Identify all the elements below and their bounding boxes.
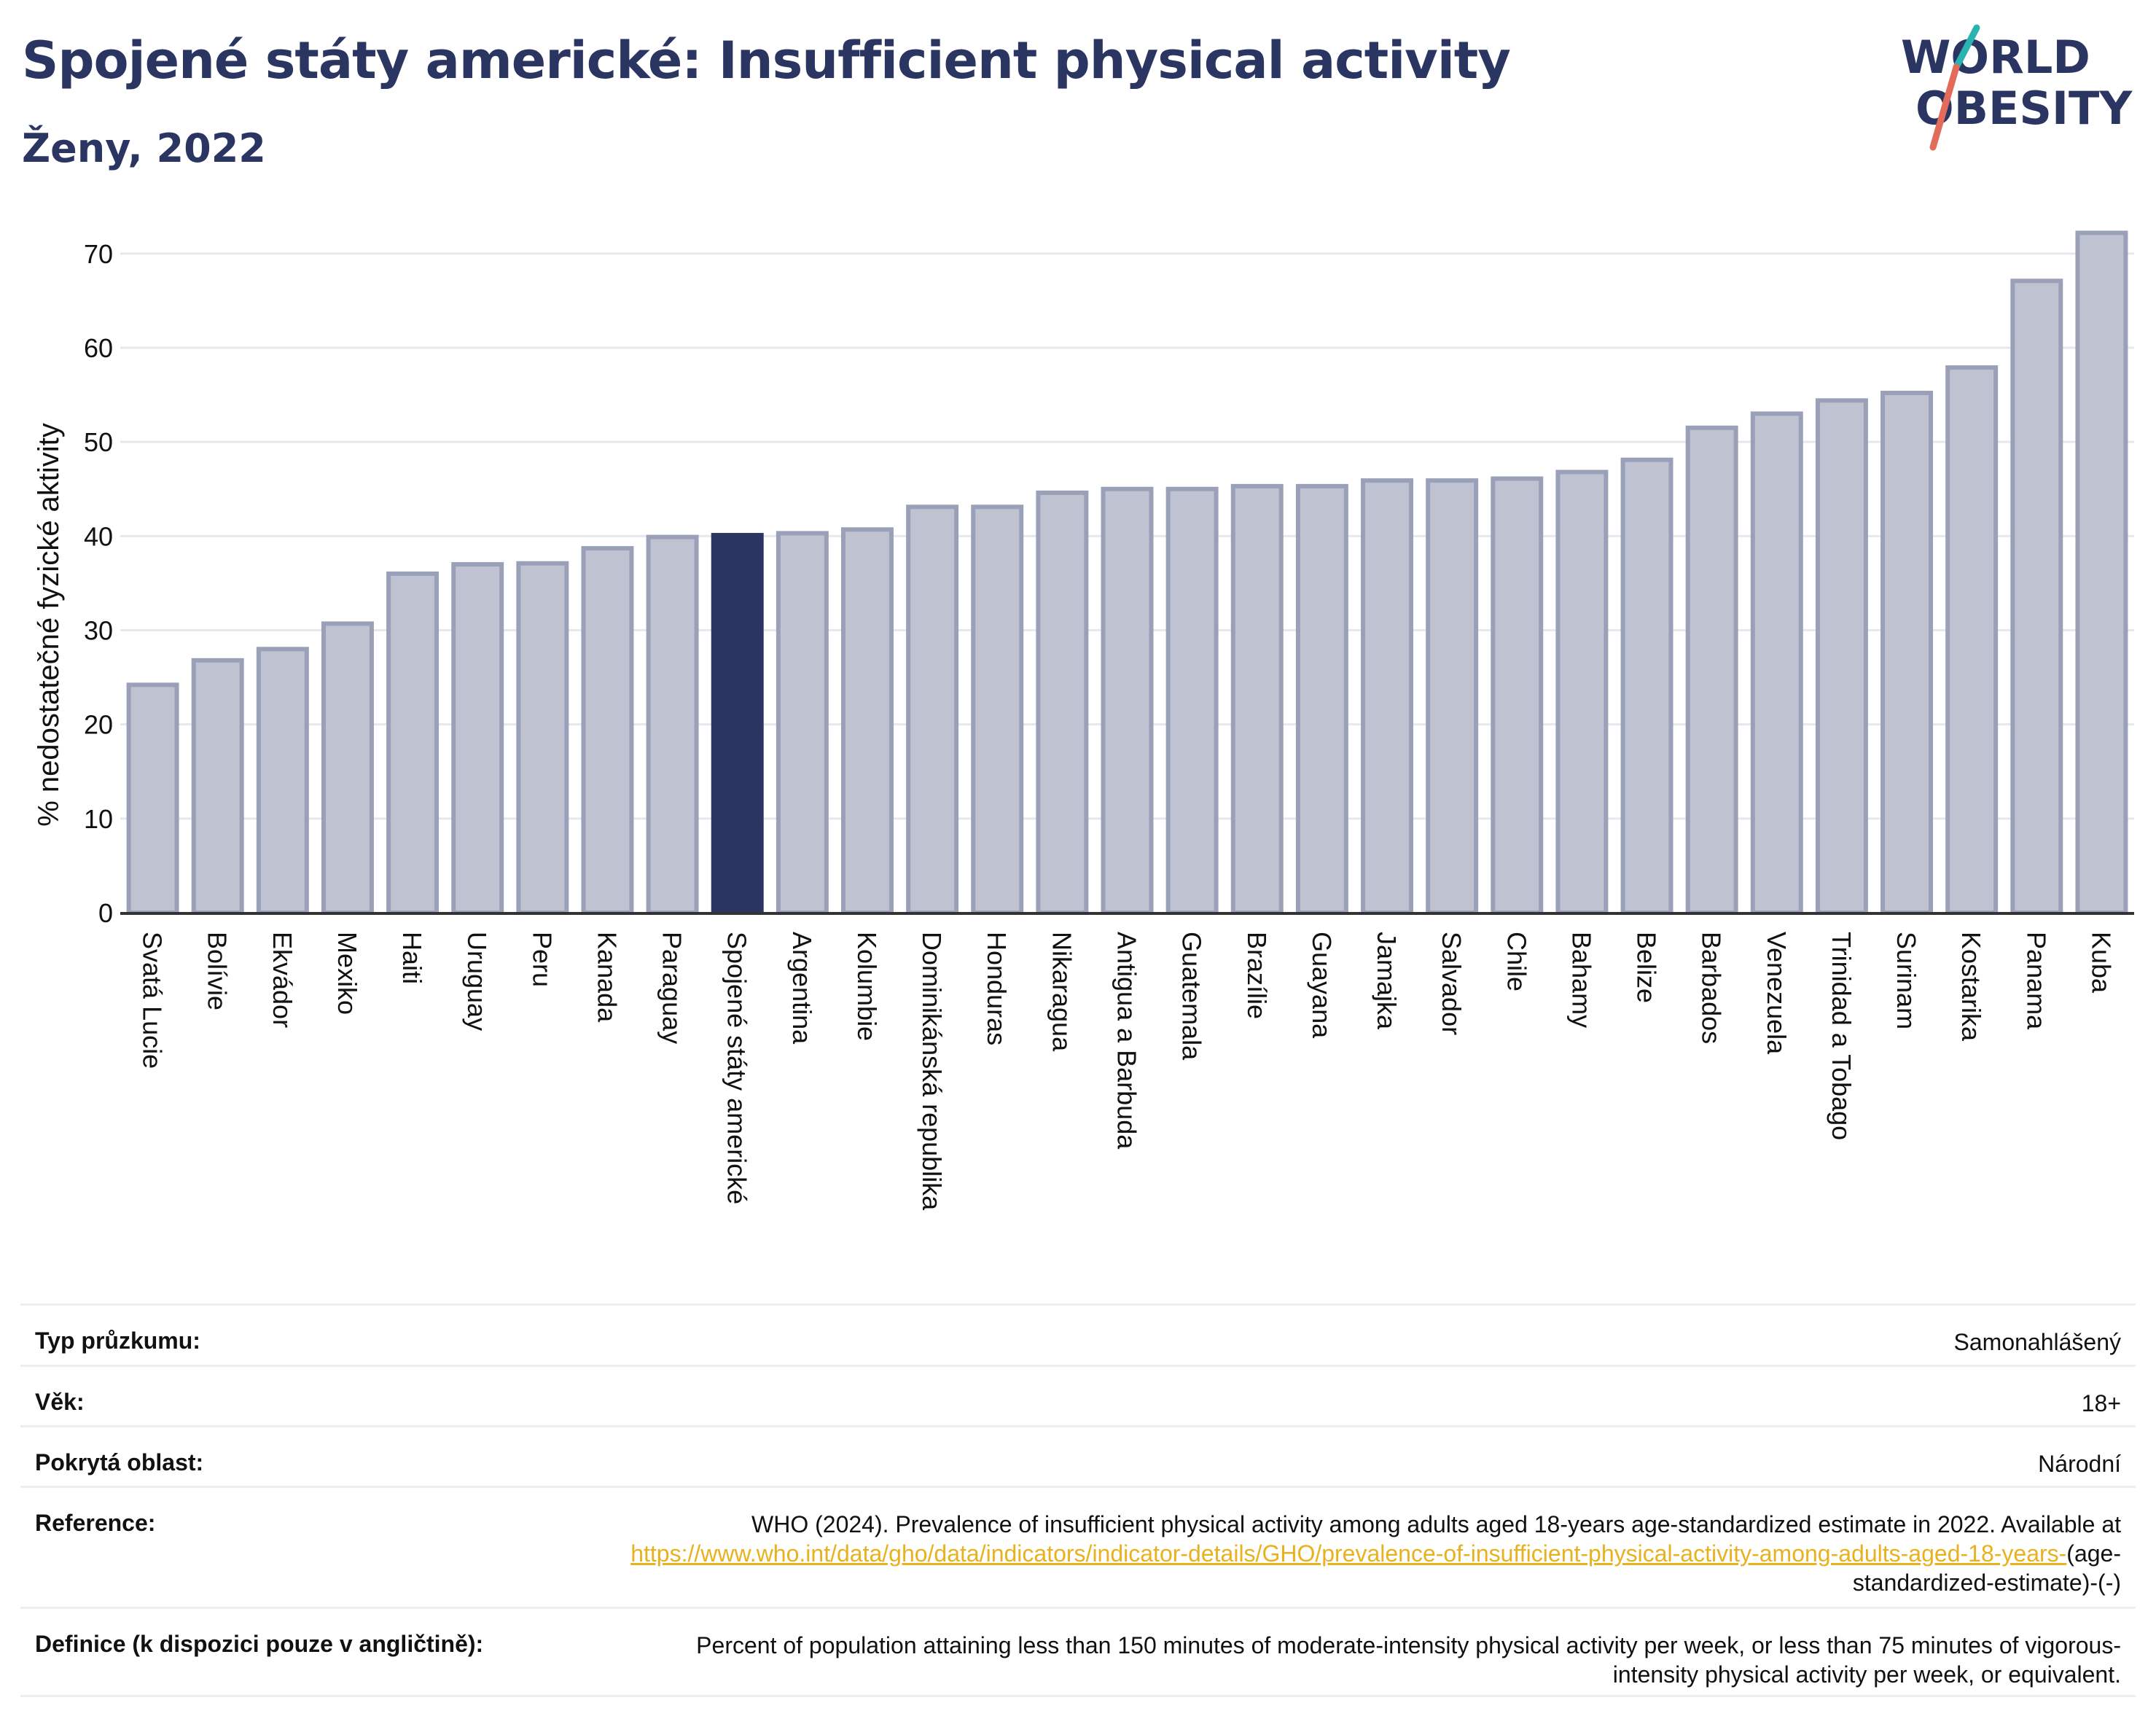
reference-label: Reference: bbox=[35, 1510, 156, 1536]
age-value: 18+ bbox=[2081, 1390, 2121, 1416]
bar bbox=[1101, 486, 1154, 915]
x-tick-label: Kanada bbox=[592, 932, 622, 1023]
reference-text-after: (age-standardized-estimate)-(-) bbox=[1852, 1540, 2121, 1596]
bar bbox=[776, 531, 829, 915]
age-label: Věk: bbox=[35, 1389, 85, 1415]
x-tick-label: Kolumbie bbox=[852, 932, 882, 1041]
bar bbox=[1880, 391, 1934, 915]
y-tick-label: 10 bbox=[84, 804, 113, 834]
bar-chart: 0 10 20 30 40 50 60 70 % nedostatečné fyzické ak… bbox=[33, 230, 2134, 1211]
bar bbox=[1165, 486, 1219, 915]
bar bbox=[516, 561, 569, 916]
x-tick-label: Uruguay bbox=[462, 932, 492, 1031]
x-tick-label: Venezuela bbox=[1762, 932, 1792, 1055]
page-title: Spojené státy americké: Insufficient phy… bbox=[22, 31, 1511, 90]
reference-value: WHO (2024). Prevalence of insufficient p… bbox=[554, 1510, 2121, 1597]
y-tick-label: 50 bbox=[84, 427, 113, 457]
x-tick-label: Kostarika bbox=[1956, 932, 1986, 1042]
y-tick-label: 70 bbox=[84, 239, 113, 269]
x-tick-label: Brazílie bbox=[1242, 932, 1272, 1019]
bar bbox=[841, 527, 894, 915]
reference-link[interactable]: https://www.who.int/data/gho/data/indica… bbox=[630, 1540, 2067, 1567]
x-tick-label: Nikaragua bbox=[1047, 932, 1077, 1052]
world-obesity-logo: WORLD OBESITY bbox=[1901, 24, 2133, 151]
definition-value: Percent of population attaining less tha… bbox=[696, 1632, 2121, 1688]
x-tick-label: Argentina bbox=[787, 932, 817, 1045]
survey-type-label: Typ průzkumu: bbox=[35, 1327, 200, 1354]
bar bbox=[971, 504, 1024, 915]
logo-slash-red bbox=[1929, 63, 1960, 151]
coverage-label: Pokrytá oblast: bbox=[35, 1449, 204, 1475]
y-tick-label: 0 bbox=[98, 898, 113, 928]
x-tick-label: Peru bbox=[527, 932, 557, 987]
meta-row-survey-type: Typ průzkumu: Samonahlášený bbox=[20, 1303, 2136, 1365]
x-tick-label: Spojené státy americké bbox=[722, 932, 752, 1204]
x-tick-label: Antigua a Barbuda bbox=[1112, 932, 1142, 1150]
coverage-value: Národní bbox=[2038, 1451, 2121, 1477]
x-tick-label: Kuba bbox=[2086, 932, 2116, 994]
x-tick-label: Barbados bbox=[1697, 932, 1727, 1044]
bar bbox=[1815, 398, 1868, 915]
page-subtitle: Ženy, 2022 bbox=[22, 125, 266, 171]
bar bbox=[2075, 230, 2128, 915]
bar bbox=[646, 534, 699, 915]
y-axis-label: % nedostatečné fyzické aktivity bbox=[33, 423, 65, 827]
bar bbox=[1620, 457, 1673, 915]
metadata-table: Typ průzkumu: Samonahlášený Věk: 18+ Pok… bbox=[20, 1303, 2136, 1697]
survey-type-value: Samonahlášený bbox=[1953, 1329, 2121, 1355]
bar bbox=[711, 533, 764, 915]
bar bbox=[1945, 365, 1999, 915]
bar bbox=[1685, 425, 1738, 915]
x-tick-label: Ekvádor bbox=[267, 932, 297, 1028]
y-tick-label: 60 bbox=[84, 333, 113, 363]
meta-row-age: Věk: 18+ bbox=[20, 1365, 2136, 1425]
x-tick-label: Mexiko bbox=[332, 932, 362, 1015]
bar bbox=[191, 658, 244, 915]
bar bbox=[1036, 490, 1089, 915]
x-tick-label: Bahamy bbox=[1566, 932, 1596, 1028]
x-tick-label: Belize bbox=[1632, 932, 1662, 1003]
bar bbox=[581, 546, 634, 915]
x-tick-label: Chile bbox=[1501, 932, 1531, 991]
x-tick-label: Guatemala bbox=[1177, 932, 1207, 1061]
x-tick-label: Honduras bbox=[982, 932, 1012, 1045]
bar bbox=[1295, 483, 1348, 915]
bar bbox=[451, 562, 504, 915]
bar bbox=[321, 621, 374, 915]
bar bbox=[2010, 278, 2063, 915]
y-tick-label: 20 bbox=[84, 710, 113, 740]
bar bbox=[1491, 476, 1544, 915]
bar bbox=[1361, 478, 1413, 915]
x-tick-label: Trinidad a Tobago bbox=[1827, 932, 1856, 1140]
bar bbox=[1230, 483, 1284, 915]
x-tick-label: Surinam bbox=[1891, 932, 1921, 1029]
x-tick-label: Svatá Lucie bbox=[138, 932, 168, 1069]
logo-slash-teal bbox=[1953, 24, 1980, 71]
meta-row-coverage: Pokrytá oblast: Národní bbox=[20, 1425, 2136, 1486]
bar bbox=[256, 647, 309, 915]
x-tick-label: Haiti bbox=[397, 932, 427, 984]
x-tick-label: Jamajka bbox=[1372, 932, 1402, 1030]
x-tick-label: Panama bbox=[2021, 932, 2051, 1030]
meta-row-definition: Definice (k dispozici pouze v angličtině… bbox=[20, 1607, 2136, 1697]
logo-line-1: WORLD bbox=[1901, 31, 2090, 84]
reference-text: WHO (2024). Prevalence of insufficient p… bbox=[751, 1511, 2121, 1537]
bar bbox=[386, 572, 440, 915]
x-tick-label: Paraguay bbox=[657, 932, 687, 1044]
x-tick-label: Guayana bbox=[1307, 932, 1337, 1039]
y-tick-label: 40 bbox=[84, 521, 113, 551]
bar bbox=[906, 504, 959, 915]
y-tick-label: 30 bbox=[84, 616, 113, 646]
definition-label: Definice (k dispozici pouze v angličtině… bbox=[35, 1631, 484, 1657]
bar bbox=[1426, 478, 1479, 915]
x-tick-label: Salvador bbox=[1437, 932, 1466, 1035]
x-tick-label: Bolívie bbox=[203, 932, 233, 1010]
bar bbox=[126, 682, 179, 916]
x-tick-label: Dominikánská republika bbox=[917, 932, 947, 1211]
bar bbox=[1555, 469, 1609, 915]
bar bbox=[1750, 411, 1803, 915]
meta-row-reference: Reference: WHO (2024). Prevalence of ins… bbox=[20, 1486, 2136, 1607]
